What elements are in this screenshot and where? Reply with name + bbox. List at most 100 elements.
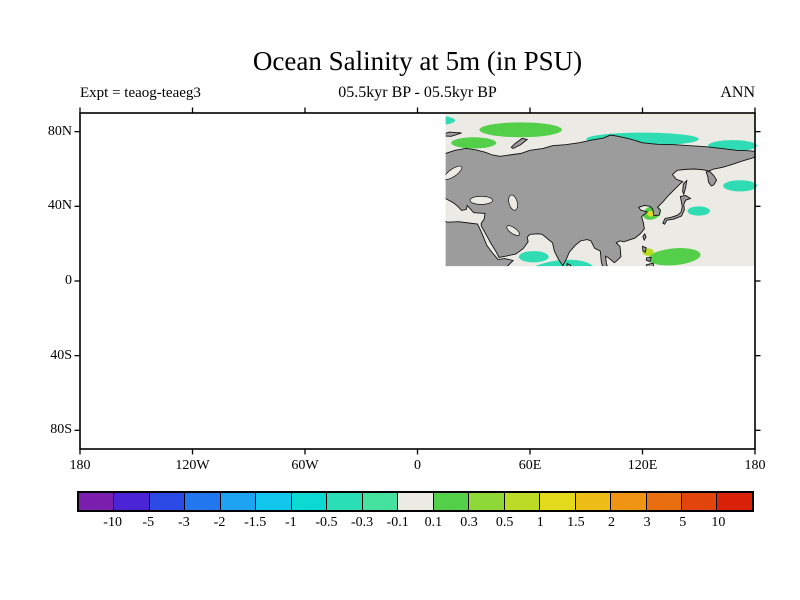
anomaly-region [376,274,399,281]
landmass-australia [631,301,706,353]
anomaly-region [494,284,505,293]
colorbar-segment [362,493,399,510]
colorbar-segment [149,493,186,510]
colorbar-tick-label: -2 [213,515,226,530]
colorbar-segment [433,493,470,510]
anomaly-region [647,211,655,217]
anomaly-region [581,396,686,405]
anomaly-region [678,302,708,313]
anomaly-region [382,150,416,161]
landmass-sumatra [596,271,617,292]
anomaly-region [723,180,757,192]
axis-ticks [74,107,761,455]
colorbar-tick-label: -1.5 [244,515,267,530]
colorbar-segment [114,493,150,510]
colorbar-segment [646,493,682,510]
colorbar-tick-label: 5 [679,515,687,530]
landmass-victoria-island [194,145,224,152]
colorbar-segment [79,493,115,510]
landmass-visayas [646,257,651,261]
map-frame [79,112,756,450]
anomaly-region [508,290,531,301]
anomaly-region [451,137,497,149]
anomaly-region [78,297,113,310]
landmass-iceland [374,158,391,163]
black-sea [470,196,493,204]
plot-subtitle: 05.5kyr BP - 05.5kyr BP [338,84,497,101]
landmass-madagascar [499,304,512,329]
anomaly-region [426,296,435,305]
colorbar [77,491,754,512]
anomaly-region [648,248,701,266]
lon-tick-label: 120E [627,458,658,473]
lat-tick-label: 40S [50,347,72,363]
lon-tick-label: 60E [518,458,542,473]
lat-tick-label: 0 [65,273,72,288]
anomaly-region [213,262,255,274]
anomaly-region [682,267,723,280]
anomaly-region [292,118,375,131]
landmass-new-guinea [662,282,700,300]
landmass-ellesmere-island [243,127,275,137]
experiment-label: Expt = teaog-teaeg3 [80,85,201,101]
colorbar-tick-label: -0.3 [350,515,374,530]
colorbar-tick-label: 10 [711,515,726,530]
anomaly-region [153,251,225,266]
landmass-sulawesi [641,279,647,291]
anomaly-region [619,300,655,326]
lon-tick-label: 120W [175,458,210,473]
anomaly-region [727,302,753,311]
landmass-cuba [259,238,274,243]
anomaly-region [416,288,446,314]
anomaly-region [86,157,112,168]
world-map-plot [74,107,761,455]
landmass-hispaniola [278,244,289,248]
landmass-south-america [266,259,352,384]
colorbar-segment [717,493,752,510]
landmass-mindanao [646,263,654,267]
landmass-newfoundland [307,189,317,194]
colorbar-tick-label: -0.5 [315,515,338,530]
hudson-bay-water [250,164,267,179]
lat-tick-label: 80S [50,422,72,438]
anomaly-region [290,362,313,375]
landmass-sakhalin [683,181,687,195]
colorbar-tick-label: 0.1 [424,515,443,530]
colorbar-tick-label: 3 [643,515,651,530]
landmass-japan [663,196,691,225]
anomaly-region [299,397,479,408]
colorbar-segment [185,493,221,510]
anomaly-region [445,116,455,125]
landmass-tasmania [689,357,694,362]
persian-gulf [505,224,521,237]
colorbar-tick-label: -0.1 [386,515,409,530]
anomaly-region [273,381,307,394]
lon-tick-label: 180 [69,458,91,473]
landmass-borneo [622,268,640,288]
anomaly-region [468,395,573,405]
colorbar-segment [681,493,718,510]
colorbar-tick-label: -5 [142,515,155,530]
landmass-sri-lanka [567,263,571,267]
colorbar-segment [256,493,292,510]
season-label: ANN [720,84,755,101]
colorbar-segment [398,493,434,510]
colorbar-tick-label: -3 [178,515,190,530]
colorbar-tick-label: 1.5 [567,515,585,530]
anomaly-region [563,287,602,305]
colorbar-tick-label: 1 [536,515,544,530]
colorbar-tick-label: -1 [284,515,297,530]
great-lakes [252,193,267,199]
landmass-africa [445,212,514,267]
anomaly-region [316,350,370,368]
anomaly-region [311,159,355,190]
colorbar-segment [540,493,576,510]
landmass-greenland [311,126,382,169]
anomaly-region [421,293,440,310]
anomaly-region [687,206,710,216]
colorbar-segment [611,493,647,510]
anomaly-region [698,288,729,304]
lat-tick-label: 80N [47,123,72,139]
lon-tick-label: 0 [414,458,421,473]
